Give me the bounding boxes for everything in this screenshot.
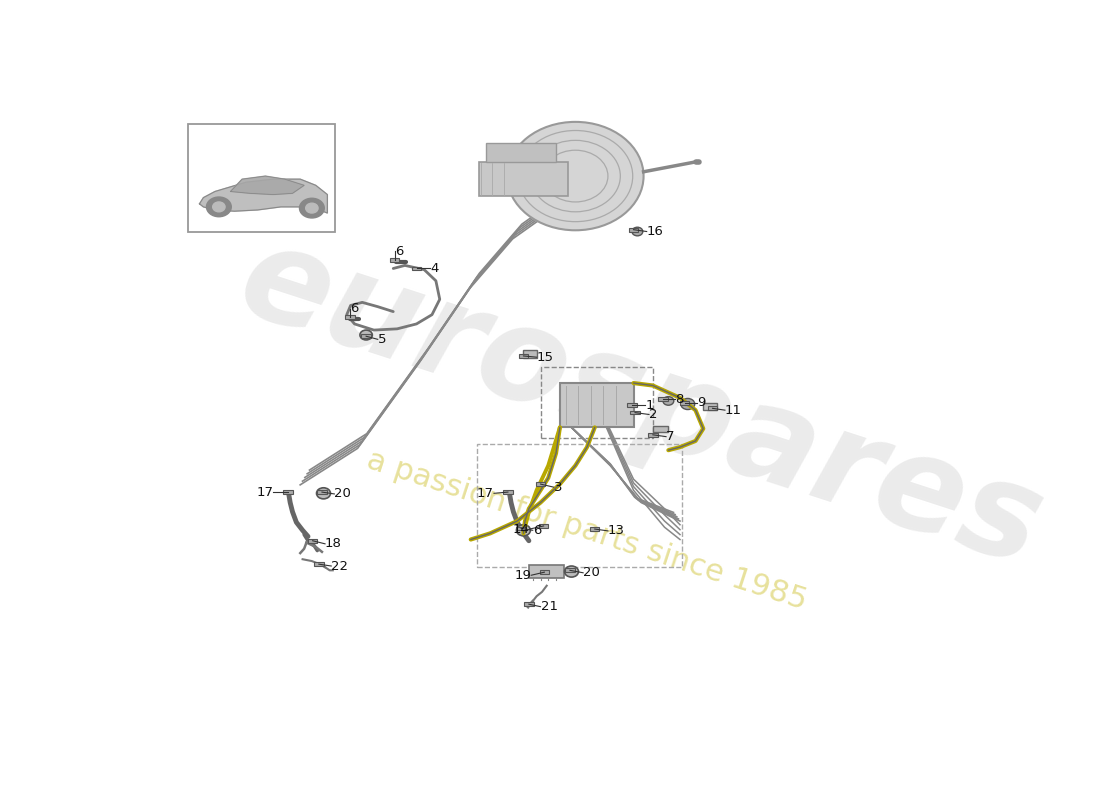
Circle shape	[212, 202, 226, 212]
Circle shape	[631, 227, 642, 236]
Bar	[565, 569, 574, 572]
Circle shape	[663, 397, 674, 406]
Text: 7: 7	[667, 430, 674, 443]
Bar	[411, 266, 421, 270]
Circle shape	[564, 566, 579, 577]
Polygon shape	[231, 176, 304, 194]
Text: 1: 1	[645, 398, 653, 412]
Text: 20: 20	[334, 487, 351, 501]
Text: 9: 9	[697, 396, 705, 410]
Text: 22: 22	[331, 559, 349, 573]
Text: 19: 19	[515, 569, 531, 582]
Text: 6: 6	[395, 245, 404, 258]
Text: 11: 11	[725, 404, 741, 417]
Bar	[680, 401, 690, 405]
Circle shape	[360, 330, 372, 340]
Bar	[560, 383, 634, 427]
Text: 3: 3	[553, 481, 562, 494]
Bar	[525, 602, 533, 606]
Bar	[540, 367, 653, 438]
Bar	[315, 562, 323, 566]
Bar	[524, 350, 538, 358]
Bar	[629, 228, 638, 231]
Bar	[478, 162, 568, 196]
Text: 4: 4	[430, 262, 439, 275]
Bar	[486, 143, 556, 162]
Bar	[590, 527, 600, 531]
Text: 6: 6	[350, 302, 359, 315]
Text: 5: 5	[377, 333, 386, 346]
Bar	[627, 403, 637, 407]
Bar	[519, 354, 528, 358]
Text: 8: 8	[675, 393, 684, 406]
Bar	[536, 482, 546, 486]
Circle shape	[517, 525, 530, 536]
Bar	[390, 258, 399, 262]
Circle shape	[299, 198, 324, 218]
Bar	[658, 398, 668, 401]
Text: 16: 16	[647, 225, 663, 238]
Text: 13: 13	[608, 524, 625, 538]
Bar	[529, 566, 563, 578]
Circle shape	[306, 203, 318, 213]
Text: 2: 2	[649, 408, 658, 421]
Text: a passion for parts since 1985: a passion for parts since 1985	[363, 446, 811, 615]
Circle shape	[207, 197, 231, 217]
Polygon shape	[199, 179, 328, 213]
Text: eurospares: eurospares	[224, 214, 1058, 594]
Bar	[504, 490, 513, 494]
Bar	[630, 410, 640, 414]
Circle shape	[317, 488, 330, 499]
Bar	[477, 444, 682, 567]
Bar	[317, 490, 327, 494]
Bar	[708, 406, 717, 410]
Circle shape	[507, 122, 644, 230]
Bar	[345, 315, 354, 319]
Text: 20: 20	[583, 566, 600, 579]
Bar	[703, 402, 717, 410]
Text: 21: 21	[540, 600, 558, 613]
Text: 6: 6	[532, 524, 541, 537]
Bar	[188, 124, 336, 231]
Text: 17: 17	[477, 487, 494, 500]
Text: 18: 18	[326, 538, 342, 550]
Text: 17: 17	[256, 486, 273, 498]
Bar	[517, 526, 526, 530]
Text: 15: 15	[537, 350, 553, 364]
Circle shape	[681, 398, 695, 410]
Bar	[540, 570, 549, 574]
Bar	[308, 539, 317, 542]
Bar	[283, 490, 293, 494]
Bar	[653, 426, 669, 432]
Bar	[648, 433, 658, 437]
Bar	[539, 524, 548, 528]
Text: 14: 14	[513, 522, 530, 535]
Bar	[362, 334, 371, 338]
